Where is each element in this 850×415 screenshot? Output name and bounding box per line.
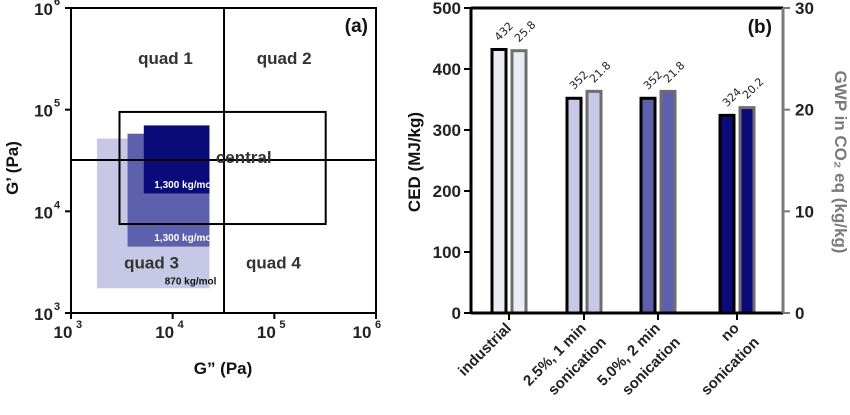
panel-a-rheology-map: 870 kg/mol 1,300 kg/mol 1,300 kg/mol centr… [3,0,381,378]
plot-border-a [70,7,377,314]
left-tick-label: 100 [433,243,461,262]
y-tick-exponent-a: 4 [54,199,61,211]
y-tick-label-a: 10 [34,305,53,324]
y-axis-title-a: G’ (Pa) [3,141,22,195]
gwp-value-label-4: 20.2 [740,75,767,102]
left-tick-label: 200 [433,182,461,201]
mw-regions: 870 kg/mol 1,300 kg/mol 1,300 kg/mol [96,125,217,289]
ced-value-label-4: 324 [720,85,744,109]
mw-region-label-3: 1,300 kg/mol [154,180,214,191]
x-tick-exponent-a: 4 [178,319,185,331]
ced-value-label-1: 432 [492,20,516,44]
x-tick-exponent-a: 3 [76,319,82,331]
gwp-value-label-3: 21.8 [661,59,688,86]
ced-bar-1 [490,47,508,315]
left-tick-label: 0 [452,304,461,323]
right-tick-label: 10 [795,202,814,221]
left-tick-label: 400 [433,60,461,79]
quadrant-label-1: quad 1 [138,49,193,68]
right-tick-label: 30 [795,0,814,18]
x-tick-label-a: 10 [155,323,174,342]
right-tick-label: 0 [795,304,804,323]
x-axis-title-a: G” (Pa) [194,359,253,378]
left-tick-label: 500 [433,0,461,18]
central-region-box [118,110,327,226]
x-tick-exponent-a: 6 [375,319,381,331]
central-region-label: central [216,148,272,167]
axes-b: 0 100 200 300 400 500 0 10 20 30 [433,0,814,323]
x-tick-label-a: 10 [257,323,276,342]
quadrant-labels: quad 1 quad 2 quad 3 quad 4 [124,49,311,272]
ced-value-label-2: 352 [567,68,591,92]
y-tick-exponent-a: 3 [54,301,60,313]
category-label-4: no [718,320,743,345]
x-axis-a: 10 3 10 4 10 5 10 6 [54,313,381,342]
gwp-value-label-2: 21.8 [587,59,614,86]
gwp-bar-1 [510,49,528,315]
mw-region-label-1: 870 kg/mol [165,277,217,288]
quadrant-label-3: quad 3 [124,253,179,272]
panel-label-b: (b) [748,17,772,38]
gwp-bar-3 [659,89,677,315]
panel-label-a: (a) [345,16,368,37]
left-tick-label: 300 [433,121,461,140]
quadrant-label-4: quad 4 [246,253,301,272]
gwp-bar-4 [738,106,756,315]
y-tick-label-a: 10 [34,203,53,222]
right-tick-label: 20 [795,101,814,120]
y-tick-label-a: 10 [34,0,53,19]
ced-bar-2 [565,96,583,315]
ced-bar-3 [639,96,657,315]
mw-region-label-2: 1,300 kg/mol [154,233,214,244]
y-tick-exponent-a: 6 [54,0,60,8]
x-tick-exponent-a: 5 [279,319,285,331]
gwp-value-label-1: 25.8 [512,18,539,45]
x-tick-label-a: 10 [353,323,372,342]
ced-value-label-3: 352 [641,68,665,92]
bar-value-labels: 432 352 352 324 25.8 21.8 21.8 20.2 [492,18,767,109]
ced-bar-4 [718,113,736,315]
right-axis-title-b: GWP in CO₂ eq (kg/kg) [831,71,850,254]
y-tick-exponent-a: 5 [54,98,60,110]
gwp-bar-2 [585,89,603,315]
category-label-1: industrial [455,320,515,380]
bars [490,47,756,315]
y-tick-label-a: 10 [34,102,53,121]
left-axis-title-b: CED (MJ/kg) [405,112,424,212]
x-tick-label-a: 10 [54,323,73,342]
quadrant-label-2: quad 2 [257,49,312,68]
plot-frame-a: central [70,7,377,314]
